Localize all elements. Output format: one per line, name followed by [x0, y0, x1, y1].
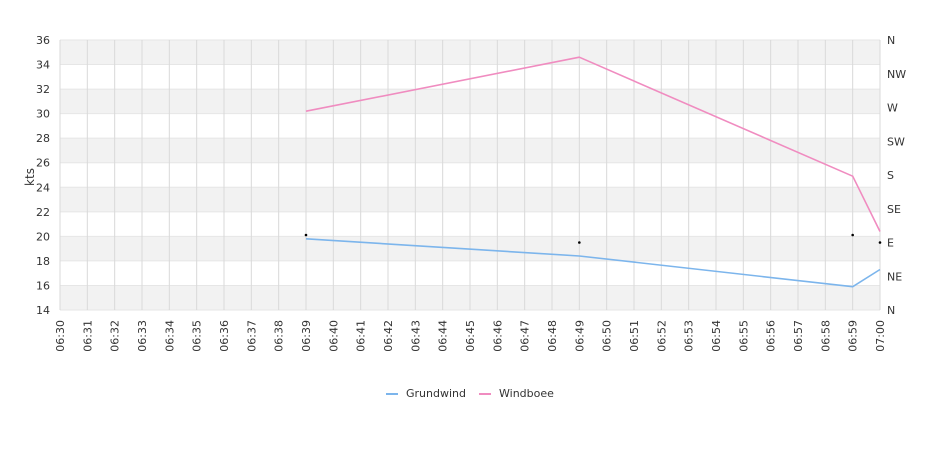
direction-tick-label: SE: [887, 203, 901, 216]
y-tick-label: 22: [36, 206, 50, 219]
direction-tick-label: N: [887, 304, 895, 317]
y-tick-label: 26: [36, 157, 50, 170]
x-tick-label: 06:51: [628, 320, 641, 352]
direction-tick-label: S: [887, 169, 894, 182]
x-tick-label: 06:36: [218, 320, 231, 352]
x-tick-label: 06:55: [737, 320, 750, 352]
x-tick-label: 06:48: [546, 320, 559, 352]
x-tick-label: 06:44: [437, 320, 450, 352]
x-tick-label: 06:35: [191, 320, 204, 352]
direction-marker: [578, 241, 581, 244]
x-axis-ticks: 06:30 06:31 06:32 06:33 06:34 06:35 06:36 06:37…: [54, 320, 887, 352]
x-tick-label: 06:33: [136, 320, 149, 352]
y-axis-title: kts: [23, 168, 37, 186]
direction-axis-ticks: N NE E SE S SW W NW N: [887, 34, 906, 317]
x-tick-label: 06:58: [819, 320, 832, 352]
x-tick-label: 06:59: [847, 320, 860, 352]
x-tick-label: 06:43: [409, 320, 422, 352]
x-tick-label: 06:50: [601, 320, 614, 352]
x-tick-label: 06:56: [765, 320, 778, 352]
x-tick-label: 06:57: [792, 320, 805, 352]
x-tick-label: 06:39: [300, 320, 313, 352]
x-tick-label: 06:32: [109, 320, 122, 352]
y-tick-label: 16: [36, 279, 50, 292]
direction-tick-label: NW: [887, 68, 906, 81]
direction-marker: [878, 241, 882, 244]
y-tick-label: 32: [36, 83, 50, 96]
series-lines: [305, 56, 881, 288]
y-tick-label: 36: [36, 34, 50, 47]
x-tick-label: 06:37: [245, 320, 258, 352]
grid-lines: [59, 39, 881, 311]
y-tick-label: 34: [36, 59, 50, 72]
y-tick-label: 30: [36, 108, 50, 121]
direction-tick-label: N: [887, 34, 895, 47]
direction-tick-label: SW: [887, 135, 905, 148]
legend-label-windboee: Windboee: [499, 387, 554, 400]
x-tick-label: 06:38: [273, 320, 286, 352]
x-tick-label: 06:53: [683, 320, 696, 352]
x-tick-label: 06:34: [163, 320, 176, 352]
legend-label-grundwind: Grundwind: [406, 387, 466, 400]
y-axis-ticks: 14 16 18 20 22 24 26 28 30 32 34 36: [36, 34, 50, 317]
x-tick-label: 07:00: [874, 320, 887, 352]
x-tick-label: 06:54: [710, 320, 723, 352]
x-tick-label: 06:40: [327, 320, 340, 352]
direction-tick-label: W: [887, 102, 898, 115]
x-tick-label: 06:31: [81, 320, 94, 352]
y-tick-label: 18: [36, 255, 50, 268]
series-line-windboee: [305, 56, 881, 232]
direction-marker: [304, 233, 308, 237]
series-line-grundwind: [305, 238, 881, 288]
y-tick-label: 24: [36, 181, 50, 194]
x-tick-label: 06:42: [382, 320, 395, 352]
direction-markers: [304, 233, 882, 244]
x-tick-label: 06:46: [491, 320, 504, 352]
direction-marker: [851, 233, 854, 237]
x-tick-label: 06:45: [464, 320, 477, 352]
y-tick-label: 20: [36, 230, 50, 243]
x-tick-label: 06:30: [54, 320, 67, 352]
x-tick-label: 06:52: [655, 320, 668, 352]
x-tick-label: 06:49: [573, 320, 586, 352]
x-tick-label: 06:41: [355, 320, 368, 352]
x-tick-label: 06:47: [519, 320, 532, 352]
y-tick-label: 14: [36, 304, 50, 317]
legend[interactable]: Grundwind Windboee: [386, 387, 554, 400]
y-tick-label: 28: [36, 132, 50, 145]
direction-tick-label: E: [887, 237, 894, 250]
direction-tick-label: NE: [887, 270, 902, 283]
